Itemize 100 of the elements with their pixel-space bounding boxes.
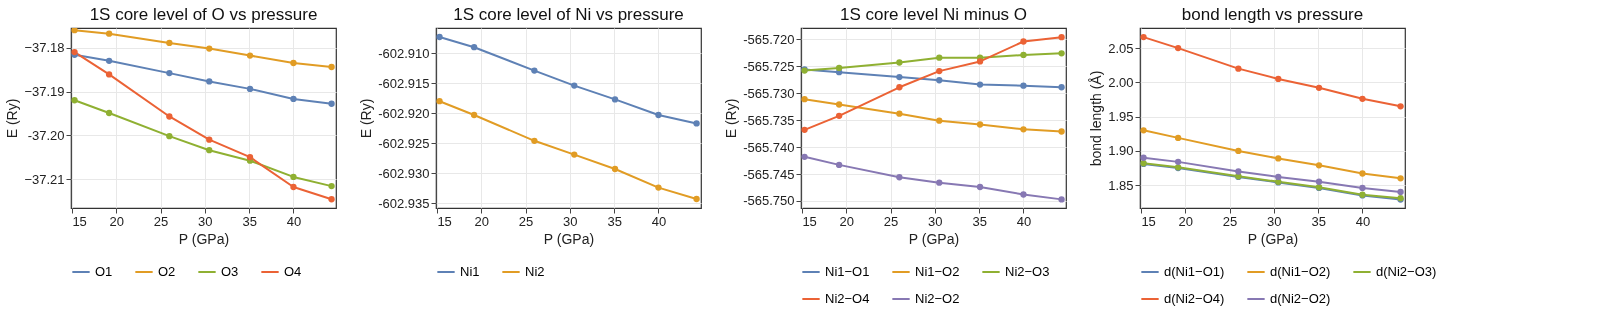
point xyxy=(801,126,808,134)
point xyxy=(1275,173,1282,181)
x-tick-label: 30 xyxy=(198,213,213,229)
y-tick-label: -602.920 xyxy=(378,105,430,121)
point xyxy=(166,69,173,77)
point xyxy=(1174,158,1182,166)
x-axis-title: P (GPa) xyxy=(543,230,595,247)
y-tick-label: −37.19 xyxy=(24,84,65,99)
point xyxy=(1058,84,1065,91)
y-tick-label: 2.05 xyxy=(1108,40,1134,56)
chart-title: bond length vs pressure xyxy=(1181,5,1364,24)
point xyxy=(1058,50,1065,57)
x-tick-label: 30 xyxy=(1267,213,1282,229)
point xyxy=(1174,134,1182,142)
point xyxy=(1235,147,1242,155)
y-tick-label: -602.925 xyxy=(378,135,430,151)
point xyxy=(71,28,78,34)
x-tick-label: 25 xyxy=(153,213,169,229)
chart-title: 1S core level of Ni vs pressure xyxy=(453,5,684,24)
point xyxy=(1235,65,1242,72)
y-tick-label: -565.730 xyxy=(743,85,795,101)
legend-label: O4 xyxy=(284,264,302,279)
point xyxy=(531,67,538,74)
y-tick-label: −37.21 xyxy=(24,171,65,187)
point xyxy=(1058,196,1065,203)
legend-label: O3 xyxy=(221,264,239,279)
point xyxy=(166,113,173,120)
x-tick-label: 35 xyxy=(607,213,622,229)
x-tick-label: 15 xyxy=(1141,213,1156,229)
x-axis-title: P (GPa) xyxy=(178,230,230,247)
legend-label: Ni1−O2 xyxy=(915,264,960,279)
legend-label: Ni2−O3 xyxy=(1005,264,1050,279)
point xyxy=(976,121,984,128)
legend-label: d(Ni2−O2) xyxy=(1270,291,1331,306)
x-tick-label: 25 xyxy=(883,213,899,229)
point xyxy=(206,45,213,52)
point xyxy=(976,183,984,191)
x-axis-title: P (GPa) xyxy=(908,230,960,247)
x-tick-label: 35 xyxy=(242,213,257,229)
y-tick-label: -37.20 xyxy=(27,127,65,143)
x-tick-label: 25 xyxy=(518,213,534,229)
point xyxy=(290,59,297,67)
point xyxy=(470,44,478,51)
point xyxy=(571,151,578,158)
point xyxy=(1397,103,1404,110)
point xyxy=(105,30,113,37)
y-tick-label: -565.745 xyxy=(743,166,795,182)
point xyxy=(1020,191,1027,198)
legend-label: Ni2−O2 xyxy=(915,291,960,306)
legend-label: d(Ni1−O2) xyxy=(1270,264,1331,279)
point xyxy=(246,52,254,59)
x-tick-label: 35 xyxy=(972,213,987,229)
point xyxy=(1174,44,1182,52)
y-tick-label: -565.735 xyxy=(743,112,795,128)
x-tick-label: 20 xyxy=(839,213,854,229)
point xyxy=(896,59,903,66)
x-tick-label: 40 xyxy=(651,213,667,229)
point xyxy=(571,82,578,89)
point xyxy=(1020,38,1027,45)
point xyxy=(835,64,843,72)
point xyxy=(1359,184,1366,192)
point xyxy=(1020,126,1027,133)
point xyxy=(1058,128,1065,135)
point xyxy=(206,78,213,85)
x-tick-label: 35 xyxy=(1311,213,1326,229)
point xyxy=(1140,33,1147,41)
legend-label: d(Ni2−O3) xyxy=(1376,264,1437,279)
x-tick-label: 15 xyxy=(802,213,817,229)
point xyxy=(835,112,843,119)
point xyxy=(328,182,335,190)
legend-label: d(Ni2−O4) xyxy=(1164,291,1225,306)
chart-title: 1S core level Ni minus O xyxy=(839,5,1028,24)
point xyxy=(936,67,943,75)
y-tick-label: 1.90 xyxy=(1108,143,1134,159)
point xyxy=(896,84,903,91)
point xyxy=(1020,51,1027,59)
y-tick-label: -602.915 xyxy=(378,75,430,91)
y-tick-label: -565.720 xyxy=(743,31,795,47)
point xyxy=(835,101,843,108)
legend-label: O2 xyxy=(158,264,176,279)
point xyxy=(105,71,113,78)
y-axis-title: bond length (Å) xyxy=(1088,70,1105,167)
y-tick-label: -602.910 xyxy=(378,45,430,61)
point xyxy=(470,111,478,119)
point xyxy=(976,58,984,65)
x-tick-label: 20 xyxy=(474,213,489,229)
point xyxy=(1275,75,1282,83)
point xyxy=(328,63,335,71)
point xyxy=(611,165,619,173)
point xyxy=(611,96,619,103)
y-tick-label: 1.85 xyxy=(1108,177,1134,193)
point xyxy=(166,39,173,47)
x-tick-label: 40 xyxy=(1016,213,1032,229)
point xyxy=(328,196,335,203)
point xyxy=(436,98,443,105)
legend-label: O1 xyxy=(95,264,113,279)
x-tick-label: 20 xyxy=(1178,213,1193,229)
point xyxy=(1315,84,1323,91)
y-tick-label: −37.18 xyxy=(24,40,65,56)
point xyxy=(290,183,297,191)
